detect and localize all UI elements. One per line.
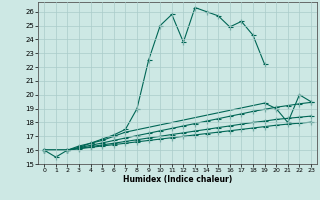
X-axis label: Humidex (Indice chaleur): Humidex (Indice chaleur): [123, 175, 232, 184]
